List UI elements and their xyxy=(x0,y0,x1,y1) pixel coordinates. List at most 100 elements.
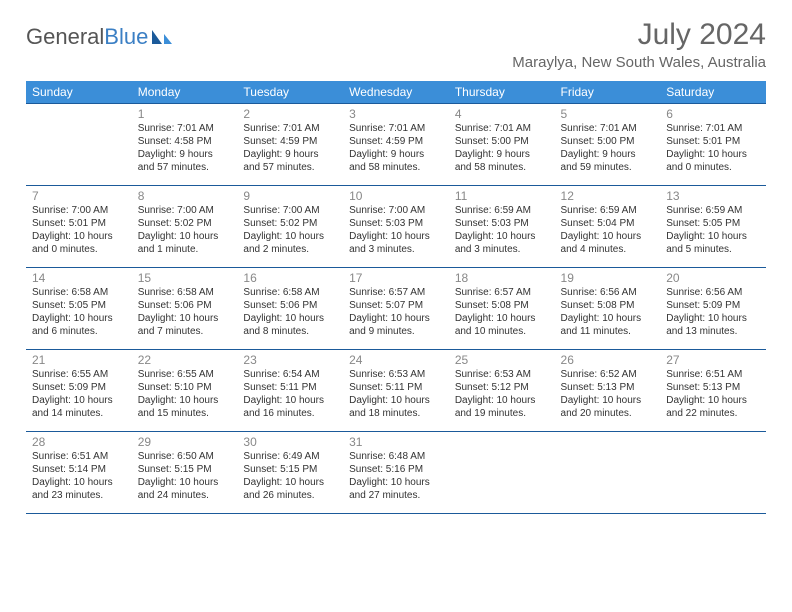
calendar-day-cell: 26Sunrise: 6:52 AMSunset: 5:13 PMDayligh… xyxy=(555,350,661,432)
day-sunrise: Sunrise: 6:55 AM xyxy=(32,368,126,381)
day-sunset: Sunset: 5:13 PM xyxy=(561,381,655,394)
calendar-day-cell: 18Sunrise: 6:57 AMSunset: 5:08 PMDayligh… xyxy=(449,268,555,350)
day-number: 19 xyxy=(561,271,655,285)
calendar-day-cell xyxy=(26,104,132,186)
day-day1: Daylight: 9 hours xyxy=(349,148,443,161)
day-day2: and 26 minutes. xyxy=(243,489,337,502)
day-number: 29 xyxy=(138,435,232,449)
calendar-day-cell: 4Sunrise: 7:01 AMSunset: 5:00 PMDaylight… xyxy=(449,104,555,186)
day-day2: and 23 minutes. xyxy=(32,489,126,502)
day-day1: Daylight: 9 hours xyxy=(138,148,232,161)
day-number: 25 xyxy=(455,353,549,367)
day-day1: Daylight: 9 hours xyxy=(243,148,337,161)
calendar-day-cell: 15Sunrise: 6:58 AMSunset: 5:06 PMDayligh… xyxy=(132,268,238,350)
day-number: 15 xyxy=(138,271,232,285)
title-block: July 2024 Maraylya, New South Wales, Aus… xyxy=(512,18,766,71)
logo-text-general: General xyxy=(26,24,104,50)
day-day1: Daylight: 10 hours xyxy=(455,230,549,243)
page-title: July 2024 xyxy=(512,18,766,52)
day-sunset: Sunset: 5:15 PM xyxy=(243,463,337,476)
day-number: 31 xyxy=(349,435,443,449)
day-day2: and 2 minutes. xyxy=(243,243,337,256)
day-sunset: Sunset: 5:01 PM xyxy=(666,135,760,148)
day-sunrise: Sunrise: 6:56 AM xyxy=(561,286,655,299)
logo: GeneralBlue xyxy=(26,18,176,50)
day-sunrise: Sunrise: 6:54 AM xyxy=(243,368,337,381)
day-number: 13 xyxy=(666,189,760,203)
calendar-day-cell: 5Sunrise: 7:01 AMSunset: 5:00 PMDaylight… xyxy=(555,104,661,186)
calendar-week-row: 1Sunrise: 7:01 AMSunset: 4:58 PMDaylight… xyxy=(26,104,766,186)
calendar-day-cell: 10Sunrise: 7:00 AMSunset: 5:03 PMDayligh… xyxy=(343,186,449,268)
calendar-day-cell: 2Sunrise: 7:01 AMSunset: 4:59 PMDaylight… xyxy=(237,104,343,186)
calendar-day-cell: 3Sunrise: 7:01 AMSunset: 4:59 PMDaylight… xyxy=(343,104,449,186)
day-sunset: Sunset: 5:11 PM xyxy=(349,381,443,394)
day-number: 1 xyxy=(138,107,232,121)
day-number: 21 xyxy=(32,353,126,367)
day-sunset: Sunset: 5:06 PM xyxy=(138,299,232,312)
calendar-day-cell xyxy=(449,432,555,514)
day-day2: and 58 minutes. xyxy=(349,161,443,174)
day-sunset: Sunset: 5:04 PM xyxy=(561,217,655,230)
day-sunset: Sunset: 5:02 PM xyxy=(138,217,232,230)
calendar-week-row: 14Sunrise: 6:58 AMSunset: 5:05 PMDayligh… xyxy=(26,268,766,350)
day-day2: and 20 minutes. xyxy=(561,407,655,420)
calendar-day-cell: 16Sunrise: 6:58 AMSunset: 5:06 PMDayligh… xyxy=(237,268,343,350)
day-number: 8 xyxy=(138,189,232,203)
day-number: 5 xyxy=(561,107,655,121)
day-day2: and 22 minutes. xyxy=(666,407,760,420)
logo-sails-icon xyxy=(150,28,176,46)
day-sunrise: Sunrise: 6:59 AM xyxy=(561,204,655,217)
day-number: 27 xyxy=(666,353,760,367)
day-sunrise: Sunrise: 7:00 AM xyxy=(243,204,337,217)
calendar-day-cell: 11Sunrise: 6:59 AMSunset: 5:03 PMDayligh… xyxy=(449,186,555,268)
day-day2: and 3 minutes. xyxy=(455,243,549,256)
logo-text-blue: Blue xyxy=(104,24,148,50)
day-number: 3 xyxy=(349,107,443,121)
day-sunrise: Sunrise: 7:00 AM xyxy=(349,204,443,217)
day-day1: Daylight: 10 hours xyxy=(243,476,337,489)
day-sunrise: Sunrise: 6:58 AM xyxy=(243,286,337,299)
calendar-day-cell: 24Sunrise: 6:53 AMSunset: 5:11 PMDayligh… xyxy=(343,350,449,432)
day-sunset: Sunset: 5:11 PM xyxy=(243,381,337,394)
day-day2: and 10 minutes. xyxy=(455,325,549,338)
day-number: 18 xyxy=(455,271,549,285)
day-sunset: Sunset: 5:07 PM xyxy=(349,299,443,312)
day-sunset: Sunset: 5:09 PM xyxy=(666,299,760,312)
calendar-week-row: 7Sunrise: 7:00 AMSunset: 5:01 PMDaylight… xyxy=(26,186,766,268)
day-number: 10 xyxy=(349,189,443,203)
page-subtitle: Maraylya, New South Wales, Australia xyxy=(512,54,766,71)
day-day1: Daylight: 10 hours xyxy=(349,476,443,489)
day-day2: and 3 minutes. xyxy=(349,243,443,256)
day-sunset: Sunset: 5:13 PM xyxy=(666,381,760,394)
day-day1: Daylight: 10 hours xyxy=(666,148,760,161)
day-day2: and 0 minutes. xyxy=(32,243,126,256)
calendar-day-cell: 19Sunrise: 6:56 AMSunset: 5:08 PMDayligh… xyxy=(555,268,661,350)
day-day1: Daylight: 10 hours xyxy=(32,230,126,243)
day-number: 28 xyxy=(32,435,126,449)
day-sunrise: Sunrise: 7:01 AM xyxy=(138,122,232,135)
day-day2: and 57 minutes. xyxy=(138,161,232,174)
calendar-header-cell: Friday xyxy=(555,81,661,104)
day-sunrise: Sunrise: 6:53 AM xyxy=(455,368,549,381)
calendar-day-cell: 8Sunrise: 7:00 AMSunset: 5:02 PMDaylight… xyxy=(132,186,238,268)
day-number: 12 xyxy=(561,189,655,203)
day-sunset: Sunset: 4:58 PM xyxy=(138,135,232,148)
day-number: 23 xyxy=(243,353,337,367)
calendar-day-cell: 23Sunrise: 6:54 AMSunset: 5:11 PMDayligh… xyxy=(237,350,343,432)
day-sunset: Sunset: 5:12 PM xyxy=(455,381,549,394)
calendar-week-row: 21Sunrise: 6:55 AMSunset: 5:09 PMDayligh… xyxy=(26,350,766,432)
calendar-day-cell: 13Sunrise: 6:59 AMSunset: 5:05 PMDayligh… xyxy=(660,186,766,268)
day-day2: and 7 minutes. xyxy=(138,325,232,338)
day-number: 9 xyxy=(243,189,337,203)
calendar-day-cell: 17Sunrise: 6:57 AMSunset: 5:07 PMDayligh… xyxy=(343,268,449,350)
day-number: 20 xyxy=(666,271,760,285)
calendar-header-row: SundayMondayTuesdayWednesdayThursdayFrid… xyxy=(26,81,766,104)
day-day1: Daylight: 10 hours xyxy=(561,230,655,243)
calendar-week-row: 28Sunrise: 6:51 AMSunset: 5:14 PMDayligh… xyxy=(26,432,766,514)
calendar-day-cell: 28Sunrise: 6:51 AMSunset: 5:14 PMDayligh… xyxy=(26,432,132,514)
day-day2: and 5 minutes. xyxy=(666,243,760,256)
day-sunrise: Sunrise: 7:01 AM xyxy=(455,122,549,135)
day-sunset: Sunset: 5:03 PM xyxy=(349,217,443,230)
day-day1: Daylight: 10 hours xyxy=(561,394,655,407)
day-number: 6 xyxy=(666,107,760,121)
